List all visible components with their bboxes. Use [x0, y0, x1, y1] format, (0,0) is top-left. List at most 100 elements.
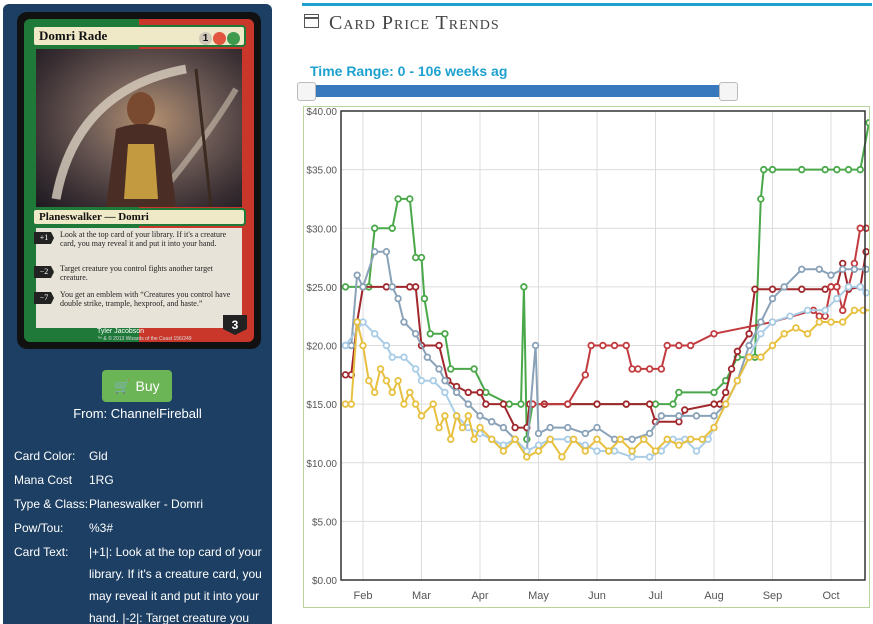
data-point [798, 265, 806, 273]
card-type-line: Planeswalker — Domri [32, 208, 246, 226]
data-point [523, 453, 531, 461]
header-accent-bar [302, 3, 872, 6]
data-point [487, 435, 496, 443]
data-point [675, 412, 683, 420]
data-point [803, 306, 812, 315]
data-point [833, 294, 841, 303]
data-point [464, 388, 472, 397]
detail-value: Planeswalker - Domri [89, 497, 204, 511]
data-point [686, 341, 695, 350]
time-range-slider[interactable] [297, 82, 738, 101]
data-point [406, 388, 414, 397]
data-point [341, 371, 350, 379]
data-point [821, 306, 829, 315]
data-point [821, 285, 829, 293]
ability-cost: −2 [34, 266, 54, 278]
data-point [663, 435, 671, 443]
data-point [850, 306, 859, 315]
data-point [423, 353, 432, 361]
y-tick-label: $40.00 [306, 107, 337, 118]
data-point [400, 353, 408, 361]
data-point [426, 330, 434, 338]
data-point [458, 423, 467, 432]
slider-handle-end[interactable] [719, 82, 738, 101]
y-tick-label: $0.00 [312, 576, 337, 587]
data-point [435, 341, 443, 350]
detail-value: Gld [89, 449, 108, 463]
data-point [382, 341, 391, 350]
series-steel [341, 247, 873, 455]
data-point [417, 253, 426, 262]
data-point [388, 388, 396, 397]
data-point [839, 259, 847, 268]
data-point [429, 400, 437, 408]
data-point [815, 265, 823, 273]
data-point [698, 435, 706, 443]
data-point [803, 330, 812, 338]
data-point [610, 341, 619, 350]
data-point [347, 400, 355, 408]
x-tick-label: Jul [648, 590, 662, 602]
ability-text: Look at the top card of your library. If… [60, 230, 227, 248]
data-point [780, 283, 788, 291]
data-point [839, 306, 847, 315]
data-point [558, 453, 566, 461]
data-point [441, 412, 449, 420]
data-point [464, 412, 472, 420]
data-point [710, 400, 718, 408]
data-point [534, 447, 543, 455]
data-point [768, 165, 777, 174]
artwork-figure [51, 64, 239, 208]
data-point [546, 423, 554, 432]
data-point [733, 347, 742, 356]
data-point [605, 447, 613, 455]
detail-value: |+1|: Look at the top card of your libra… [89, 545, 262, 624]
ability-cost: +1 [34, 232, 54, 244]
data-point [844, 283, 853, 291]
data-point [645, 429, 654, 438]
data-point [862, 224, 870, 232]
data-point [675, 418, 683, 426]
data-point [716, 400, 724, 408]
data-point [441, 330, 449, 338]
artist-credit: Tyler Jacobson [97, 328, 145, 335]
data-point [593, 447, 601, 455]
buy-button[interactable]: 🛒 Buy [102, 370, 172, 402]
data-point [833, 165, 841, 174]
data-point [464, 400, 472, 408]
mana-symbol-generic: 1 [199, 32, 212, 45]
detail-key: Pow/Tou: [14, 521, 64, 535]
y-axis-ticks: $0.00 $5.00 $10.00 $15.00 $20.00 $25.00 $30.00… [306, 107, 337, 587]
loyalty-counter: 3 [223, 315, 247, 335]
data-point [862, 289, 870, 297]
data-point [470, 365, 478, 373]
data-point [745, 353, 753, 361]
buy-label: Buy [135, 378, 160, 394]
detail-key: Mana Cost [14, 473, 73, 487]
data-point [768, 318, 777, 326]
data-point [499, 400, 508, 408]
data-point [628, 365, 636, 373]
data-point [531, 341, 540, 350]
data-point [370, 330, 379, 338]
data-point [616, 435, 625, 443]
page-title-text: Card Price Trends [329, 12, 500, 34]
x-tick-label: Oct [822, 590, 839, 602]
y-tick-label: $25.00 [306, 283, 337, 294]
slider-handle-start[interactable] [297, 82, 316, 101]
data-point [839, 318, 847, 326]
data-point [651, 447, 660, 455]
data-point [827, 271, 835, 279]
slider-track[interactable] [305, 85, 729, 97]
data-point [534, 429, 543, 438]
data-point [622, 400, 630, 408]
data-point [476, 388, 484, 397]
data-point [645, 453, 654, 461]
data-point [487, 418, 496, 426]
data-point [821, 312, 829, 320]
data-point [593, 423, 601, 432]
data-point [692, 447, 701, 455]
x-tick-label: Aug [704, 590, 724, 602]
